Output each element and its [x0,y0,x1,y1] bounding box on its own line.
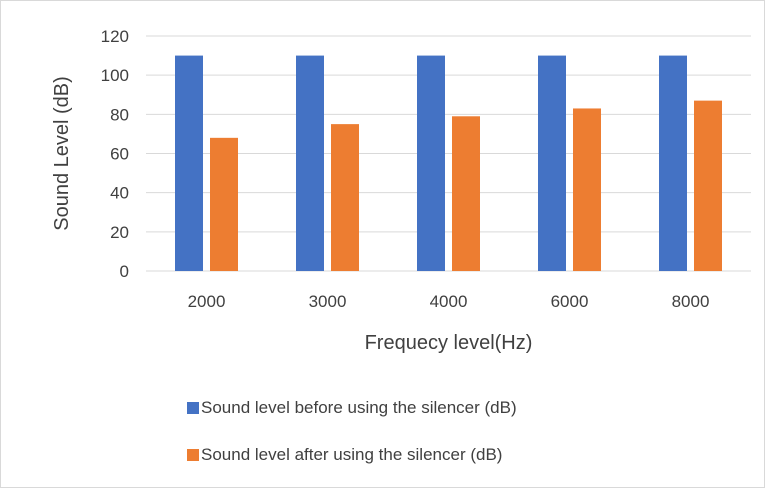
bar-after-3000 [331,124,359,271]
bar-before-8000 [659,55,687,272]
bar-before-3000 [296,55,324,272]
bar-after-6000 [573,108,601,271]
x-tick-label: 8000 [672,292,710,311]
gridlines [146,35,751,272]
x-tick-label: 3000 [309,292,347,311]
bars [175,55,722,272]
bar-before-2000 [175,55,203,272]
legend-swatch [187,402,199,414]
legend-label: Sound level before using the silencer (d… [201,398,517,417]
bar-before-4000 [417,55,445,272]
legend: Sound level before using the silencer (d… [187,398,517,464]
legend-item-before: Sound level before using the silencer (d… [187,398,517,417]
bar-after-4000 [452,116,480,272]
bar-after-8000 [694,100,722,271]
legend-label: Sound level after using the silencer (dB… [201,445,502,464]
legend-swatch [187,449,199,461]
y-tick-label: 20 [110,223,129,242]
legend-item-after: Sound level after using the silencer (dB… [187,445,502,464]
x-axis-ticks: 2000 3000 4000 6000 8000 [188,292,710,311]
y-axis-ticks: 0 20 40 60 80 100 120 [101,27,129,281]
y-tick-label: 120 [101,27,129,46]
y-tick-label: 0 [120,262,129,281]
x-tick-label: 2000 [188,292,226,311]
y-tick-label: 40 [110,184,129,203]
y-tick-label: 80 [110,105,129,124]
y-tick-label: 60 [110,145,129,164]
bar-after-2000 [210,137,238,271]
y-axis-title: Sound Level (dB) [51,76,73,231]
x-axis-title: Frequecy level(Hz) [365,332,533,354]
x-tick-label: 6000 [551,292,589,311]
y-tick-label: 100 [101,66,129,85]
x-tick-label: 4000 [430,292,468,311]
bar-before-6000 [538,55,566,272]
